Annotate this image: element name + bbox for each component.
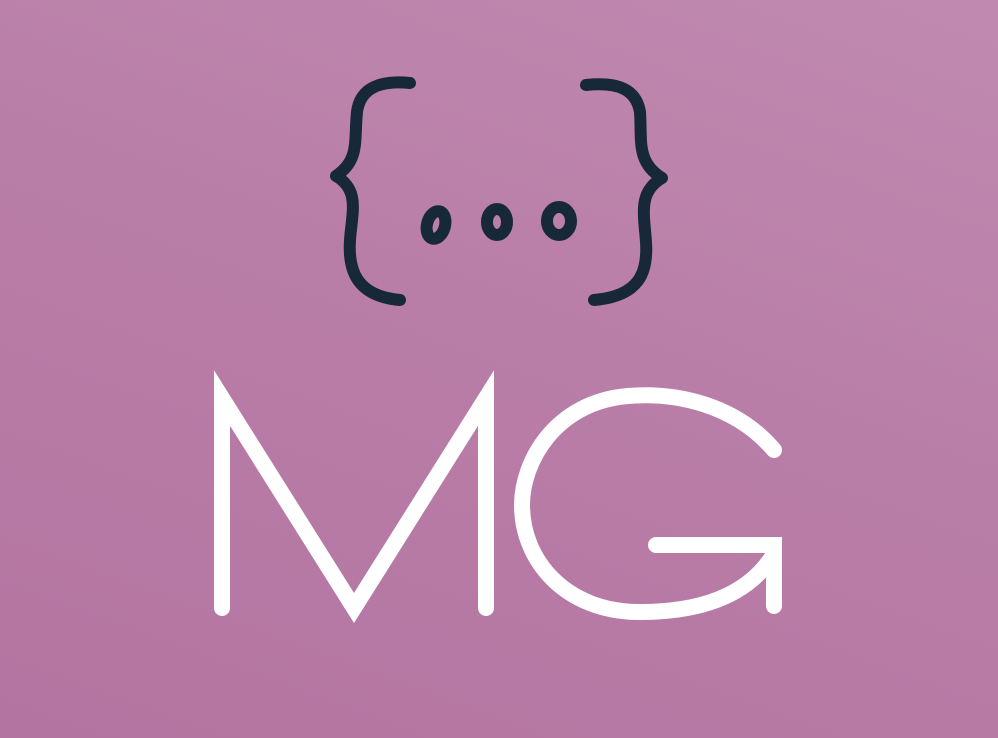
dot-icon xyxy=(481,203,513,241)
curly-braces-ellipsis-icon xyxy=(330,76,668,306)
mg-monogram xyxy=(214,370,782,624)
letter-g xyxy=(513,387,782,621)
left-brace-icon xyxy=(330,76,416,306)
dot-icon xyxy=(420,205,452,245)
letter-m xyxy=(214,370,494,624)
dot-icon xyxy=(541,201,577,241)
right-brace-icon xyxy=(580,78,668,306)
